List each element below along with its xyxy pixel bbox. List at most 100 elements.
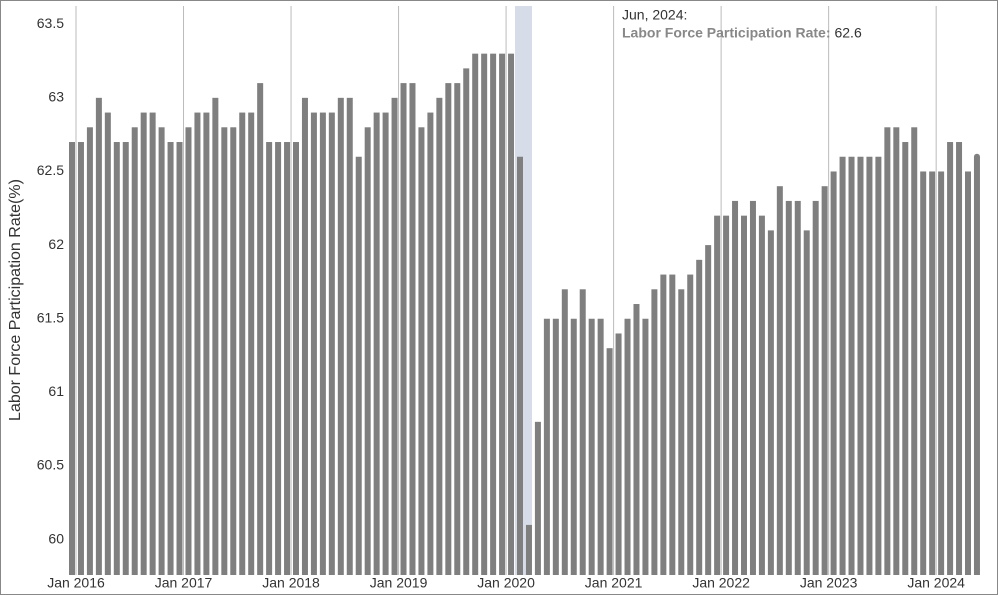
bar — [113, 142, 120, 575]
bar — [346, 97, 353, 575]
bar — [176, 142, 183, 575]
bar — [445, 83, 452, 575]
bar — [427, 112, 434, 576]
x-tick-label: Jan 2017 — [155, 575, 213, 591]
bar — [436, 97, 443, 575]
bar — [337, 97, 344, 575]
bar — [687, 274, 694, 575]
bar — [490, 53, 497, 576]
bar — [678, 289, 685, 575]
bar — [517, 156, 523, 575]
bar — [803, 230, 810, 575]
bar — [848, 156, 855, 575]
bar — [767, 230, 774, 575]
bar — [884, 127, 891, 576]
bar — [104, 112, 111, 576]
bar — [77, 142, 84, 575]
bar — [284, 142, 291, 575]
x-tick-label: Jan 2016 — [47, 575, 105, 591]
x-tick-label: Jan 2020 — [477, 575, 535, 591]
x-tick-label: Jan 2023 — [800, 575, 858, 591]
bar — [821, 186, 828, 575]
bar — [221, 127, 228, 576]
bar — [696, 259, 703, 575]
x-tick-label: Jan 2021 — [585, 575, 643, 591]
bar — [525, 524, 532, 575]
bar — [382, 112, 389, 576]
bar — [275, 142, 282, 575]
tooltip-label: Labor Force Participation Rate: — [622, 25, 830, 41]
bar — [463, 68, 470, 575]
bar — [866, 156, 873, 575]
bar — [122, 142, 129, 575]
bar — [95, 97, 102, 575]
bar — [893, 127, 900, 576]
bar — [328, 112, 335, 576]
bar — [669, 274, 676, 575]
bar — [785, 200, 792, 575]
y-tick-label: 61 — [48, 383, 64, 399]
bar — [588, 318, 595, 575]
bar — [579, 289, 586, 575]
bar — [230, 127, 237, 576]
bar — [965, 171, 971, 576]
bar — [857, 156, 864, 575]
bar — [597, 318, 604, 575]
bar — [543, 318, 550, 575]
bar — [615, 333, 622, 575]
y-tick-label: 60 — [48, 530, 64, 546]
bar — [69, 142, 75, 575]
bar — [534, 421, 541, 575]
bar — [938, 171, 945, 576]
y-tick-label: 60.5 — [37, 457, 64, 473]
bar — [732, 200, 739, 575]
bar — [570, 318, 577, 575]
bar — [973, 156, 980, 575]
y-tick-label: 62 — [48, 236, 64, 252]
bar — [812, 200, 819, 575]
bar — [140, 112, 147, 576]
bar — [902, 142, 909, 575]
bar — [776, 186, 783, 575]
bar — [642, 318, 649, 575]
bar — [749, 200, 756, 575]
bar — [481, 53, 488, 576]
bar — [131, 127, 138, 576]
bar — [606, 348, 613, 575]
bar — [929, 171, 936, 576]
x-tick-label: Jan 2024 — [907, 575, 965, 591]
bar — [947, 142, 954, 575]
bar — [167, 142, 174, 575]
bar — [508, 53, 515, 576]
bar — [301, 97, 308, 575]
tooltip-title: Jun, 2024: — [622, 7, 687, 23]
y-axis-label: Labor Force Participation Rate(%) — [7, 179, 24, 421]
bar — [418, 127, 425, 576]
bar — [319, 112, 326, 576]
bar — [499, 53, 506, 576]
x-tick-label: Jan 2022 — [692, 575, 750, 591]
bar — [660, 274, 667, 575]
bar — [561, 289, 568, 575]
bar — [194, 112, 201, 576]
bar — [794, 200, 801, 575]
x-tick-label: Jan 2019 — [370, 575, 428, 591]
bar — [212, 97, 219, 575]
bar — [391, 97, 398, 575]
bar — [185, 127, 192, 576]
bar — [409, 83, 416, 575]
bar — [310, 112, 317, 576]
plot: 60 60.5 61 61.5 62 62.5 63 63.5 Jan 2016 Jan 2017… — [37, 6, 980, 591]
y-tick-label: 63.5 — [37, 15, 64, 31]
tooltip-value: 62.6 — [834, 25, 861, 41]
bar — [741, 215, 747, 575]
bar — [373, 112, 380, 576]
bar — [355, 156, 362, 575]
bar — [758, 215, 765, 575]
y-tick-label: 61.5 — [37, 309, 64, 325]
bar — [454, 83, 461, 575]
bar — [203, 112, 210, 576]
bar — [830, 171, 837, 576]
bar — [158, 127, 165, 576]
